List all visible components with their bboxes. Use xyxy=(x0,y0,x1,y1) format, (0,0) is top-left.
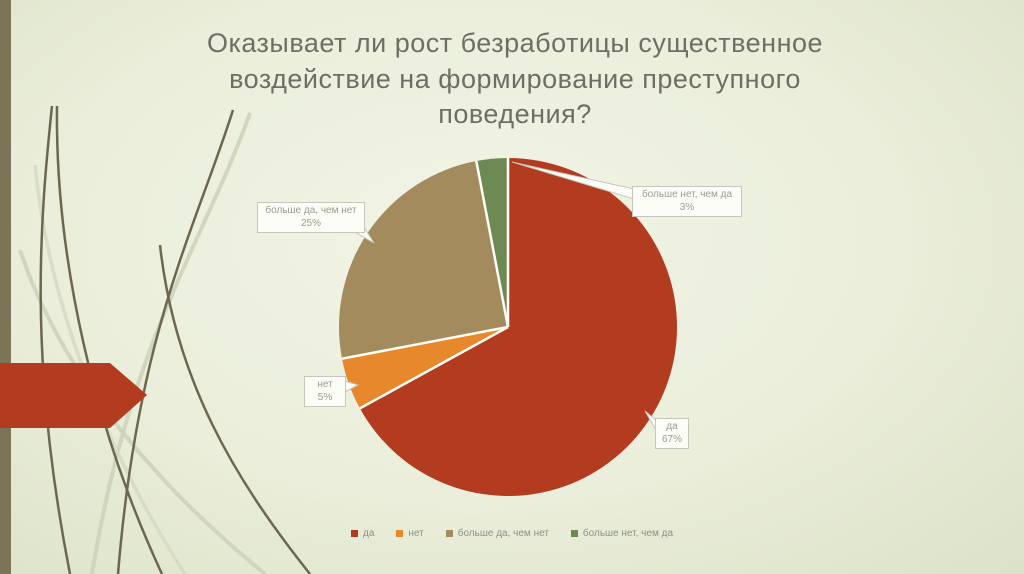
legend-swatch-da xyxy=(350,530,358,537)
legend-label: больше нет, чем да xyxy=(582,528,673,539)
legend-swatch-net xyxy=(396,530,404,537)
data-label-value: 67% xyxy=(661,433,682,445)
data-label-text: нет xyxy=(317,379,333,390)
chart-legend: да нет больше да, чем нет больше нет, че… xyxy=(0,528,1024,539)
data-label-text: больше нет, чем да xyxy=(641,189,733,200)
left-edge-bar xyxy=(0,0,11,574)
data-label-value: 3% xyxy=(679,201,695,213)
pie-slice-separators xyxy=(341,158,510,410)
data-label-bolshe-net: больше нет, чем да 3% xyxy=(632,186,742,217)
legend-item-da: да xyxy=(350,528,375,539)
data-label-text: больше да, чем нет xyxy=(265,205,357,216)
pie-separator xyxy=(359,325,509,410)
legend-label: да xyxy=(362,528,375,539)
arrow-decoration xyxy=(0,363,147,428)
grass-blade-dark xyxy=(158,244,311,574)
pie-sector-да xyxy=(359,158,678,496)
grass-blade-dark xyxy=(55,105,164,574)
data-label-value: 5% xyxy=(317,391,333,403)
pie-separator xyxy=(341,325,509,360)
data-label-bolshe-da: больше да, чем нет 25% xyxy=(257,202,365,233)
arrow-shape xyxy=(0,363,147,428)
legend-label: нет xyxy=(408,528,424,539)
legend-item-bolshe-da: больше да, чем нет xyxy=(445,528,549,539)
legend-item-net: нет xyxy=(396,528,424,539)
legend-swatch-bolshe-da xyxy=(445,530,453,537)
legend-item-bolshe-net: больше нет, чем да xyxy=(570,528,673,539)
data-label-value: 25% xyxy=(300,217,321,229)
legend-swatch-bolshe-net xyxy=(570,530,578,537)
pie-sector-нет xyxy=(342,327,508,409)
data-label-text: да xyxy=(666,421,678,432)
data-label-da: да 67% xyxy=(655,418,689,449)
pie-sector-больше да, чем нет xyxy=(339,161,508,359)
data-label-net: нет 5% xyxy=(304,376,346,407)
pie-separator xyxy=(475,160,510,328)
slide-title: Оказывает ли рост безработицы существенн… xyxy=(206,28,824,130)
grass-blade-dark xyxy=(39,105,72,574)
grass-blade-light xyxy=(90,112,252,574)
legend-label: больше да, чем нет xyxy=(457,528,549,539)
